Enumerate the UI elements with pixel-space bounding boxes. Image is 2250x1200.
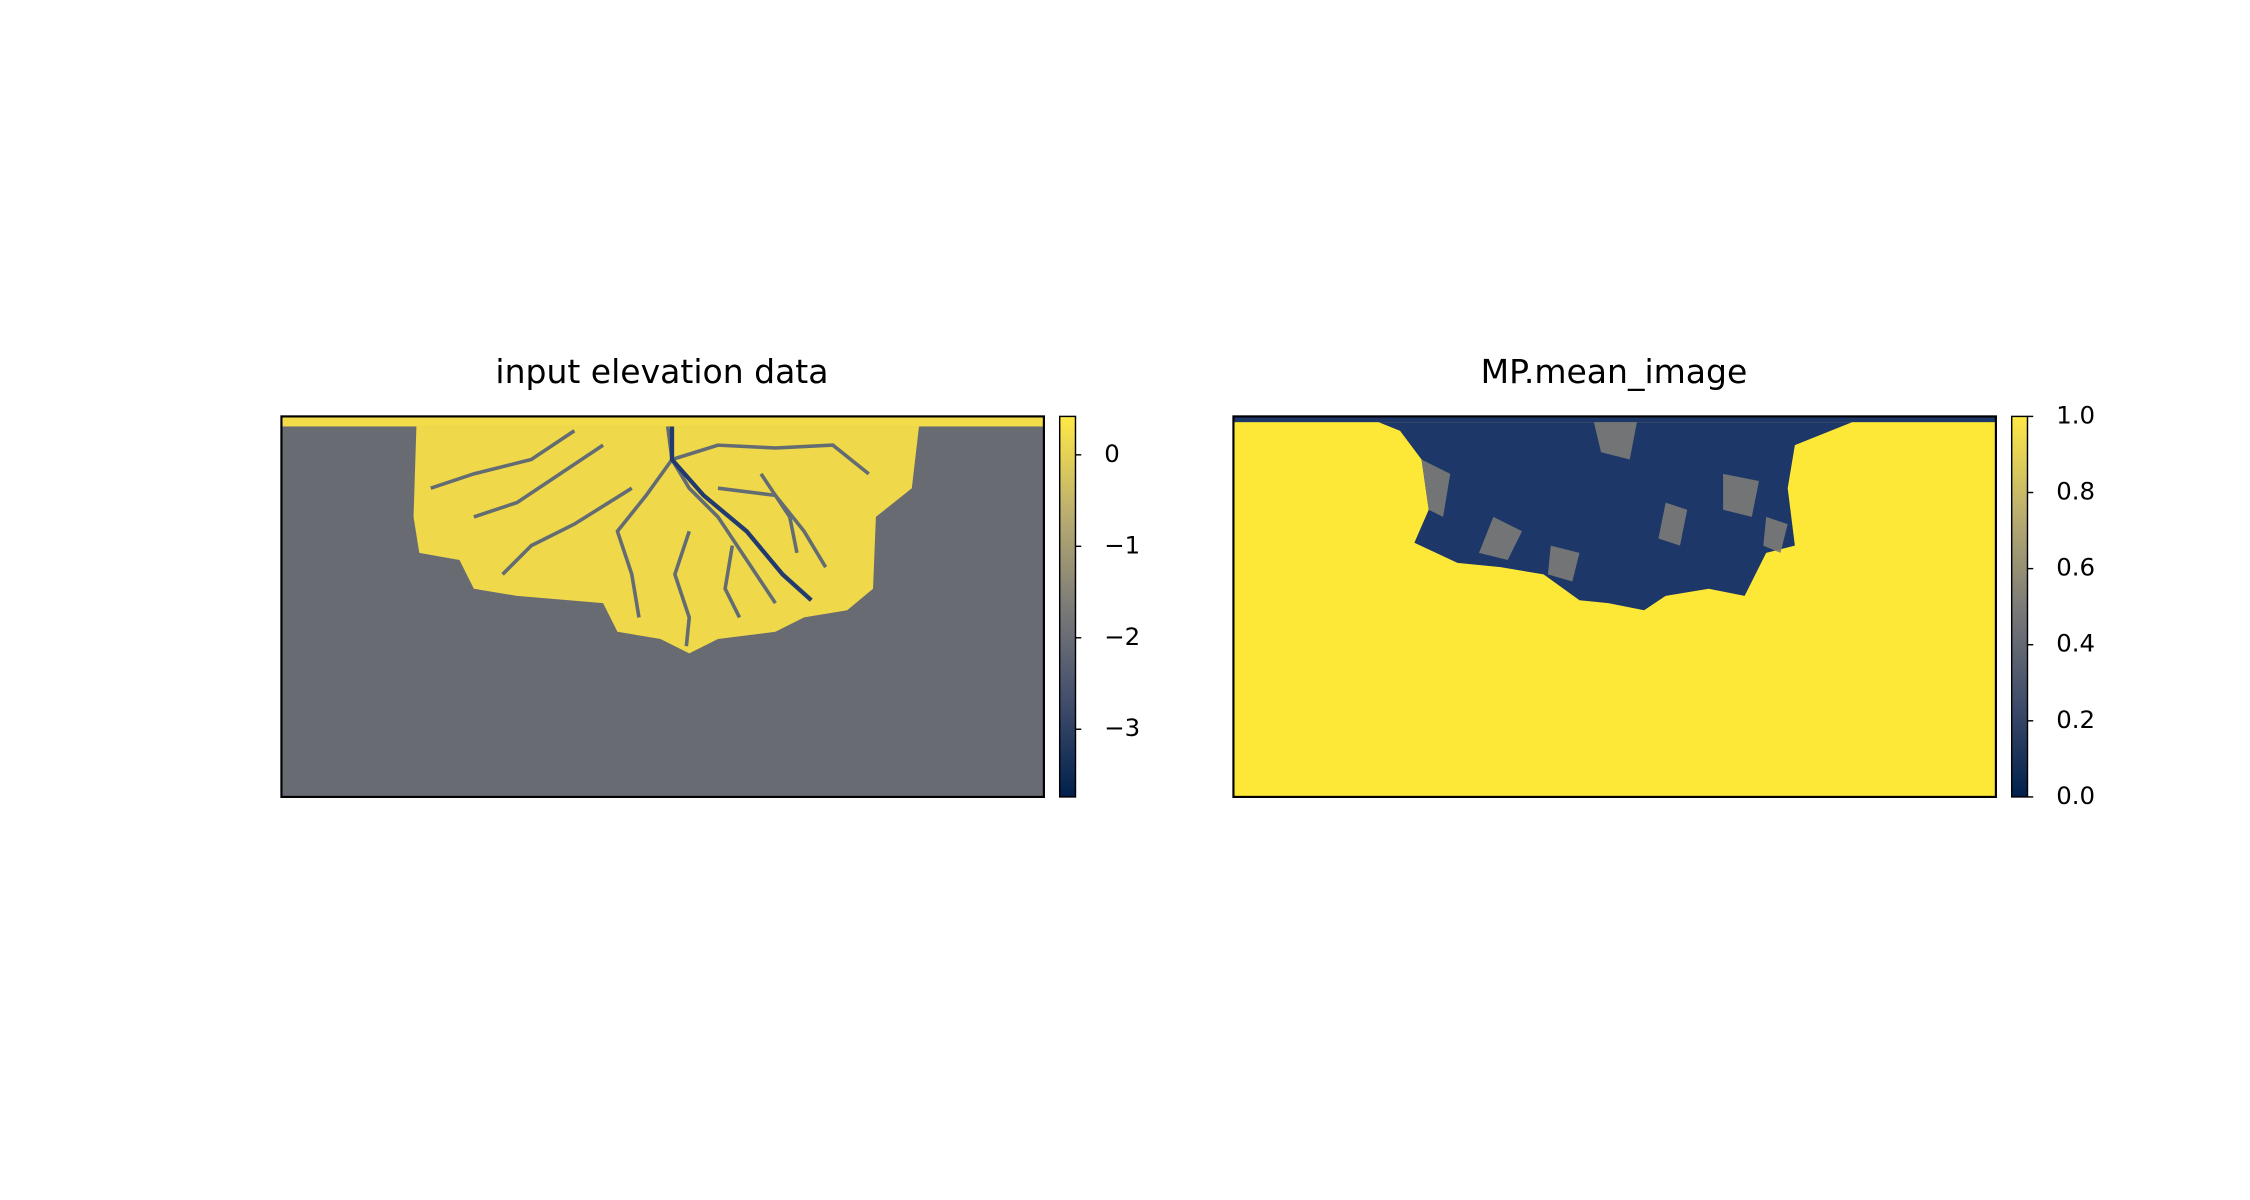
colorbar [2010, 415, 2029, 798]
colorbar-tick-label: −2 [1104, 622, 1140, 651]
chart-title: MP.mean_image [1481, 352, 1748, 391]
figure-content: input elevation data MP.mean_image 0 −1 −2… [280, 352, 2095, 810]
colorbar-tick-label: 1.0 [2056, 400, 2095, 429]
colorbar-tick-label: 0.8 [2056, 477, 2095, 506]
colorbar-tick-label: 0 [1104, 439, 1120, 468]
colorbar-tick-label: 0.6 [2056, 553, 2095, 582]
colorbar-tick-label: −1 [1104, 530, 1140, 559]
colorbar-tick-label: −3 [1104, 713, 1140, 742]
elevation-image [280, 415, 1045, 799]
chart-title: input elevation data [495, 352, 828, 391]
colorbar-tick-label: 0.4 [2056, 629, 2095, 658]
mean-image [1232, 415, 1997, 799]
colorbar-tick-label: 0.0 [2056, 781, 2095, 810]
colorbar-tick-label: 0.2 [2056, 705, 2095, 734]
colorbar [1058, 415, 1077, 798]
